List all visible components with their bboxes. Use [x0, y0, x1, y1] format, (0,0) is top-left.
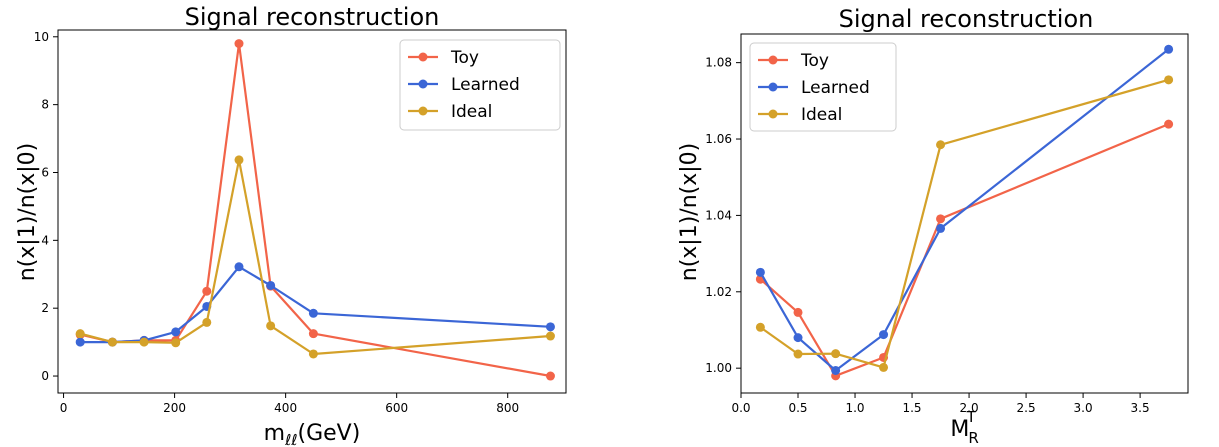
chart-left-series-ideal-line	[79, 158, 551, 356]
chart-left-series-learned-point	[308, 308, 318, 318]
chart-left-series-ideal-point	[266, 321, 276, 331]
chart-left-series-toy-point	[545, 371, 555, 381]
chart-left-series-ideal-point	[107, 337, 117, 347]
chart-right-legend-learned-label: Learned	[801, 78, 870, 98]
chart-left-x-tick-label: 600	[385, 401, 408, 415]
chart-right-series-ideal-line	[759, 78, 1169, 369]
chart-left-series-toy-point	[308, 329, 318, 339]
chart-left-series-ideal-point	[202, 317, 212, 327]
chart-left-y-tick-label: 6	[41, 165, 49, 179]
chart-right-legend-box	[749, 42, 897, 132]
chart-right-y-tick-label: 1.02	[705, 285, 732, 299]
chart-right-series-ideal-point	[1164, 75, 1174, 85]
chart-right-series-learned-line	[759, 48, 1170, 372]
chart-right-x-axis-label: MRT	[950, 408, 978, 447]
chart-left-title: Signal reconstruction	[185, 3, 440, 31]
chart-left-legend-learned-label: Learned	[451, 75, 520, 95]
chart-right-plot-frame	[740, 33, 1189, 394]
chart-left-legend-ideal-marker	[418, 106, 428, 116]
chart-right-series-ideal-point	[755, 322, 765, 332]
chart-left-x-tick-label: 800	[496, 401, 519, 415]
chart-right-x-ticks: 0.0 0.5 1.0 1.5 2.0 2.5 3.0 3.5	[731, 393, 1150, 415]
chart-left-series-ideal-point	[171, 338, 181, 348]
chart-left-y-tick-label: 10	[34, 30, 49, 44]
chart-left-series-learned-point	[171, 327, 181, 337]
chart-right-series-learned-point	[755, 267, 765, 277]
chart-right-y-axis-label: n(x|1)/n(x|0)	[677, 143, 702, 282]
chart-left-legend-toy-label: Toy	[450, 48, 479, 68]
chart-right-legend-toy-marker	[768, 55, 778, 65]
chart-left-legend: Toy Learned Ideal	[399, 39, 561, 131]
chart-left-series-ideal-point	[234, 155, 244, 165]
chart-left-x-ticks: 0 200 400 600 800	[60, 393, 519, 415]
chart-left-series-ideal-point	[308, 349, 318, 359]
chart-left-legend-box	[399, 39, 561, 131]
chart-right-series-toy-point	[936, 214, 946, 224]
chart-right-y-tick-label: 1.04	[705, 208, 732, 222]
chart-left-series-toy-point	[202, 286, 212, 296]
chart-right-x-tick-label: 3.5	[1131, 401, 1150, 415]
chart-left-series-ideal-point	[545, 331, 555, 341]
chart-left-y-tick-label: 4	[41, 233, 49, 247]
chart-left-x-tick-label: 400	[274, 401, 297, 415]
chart-right-series-toy-line	[759, 123, 1170, 377]
chart-right-x-tick-label: 3.0	[1074, 401, 1093, 415]
chart-left-x-tick-label: 0	[60, 401, 68, 415]
chart-right-series	[755, 44, 1174, 381]
chart-right-series-ideal-point	[793, 349, 803, 359]
chart-left-series-learned-point	[234, 262, 244, 272]
chart-left-legend-toy-marker	[418, 52, 428, 62]
chart-right-y-ticks: 1.00 1.02 1.04 1.06 1.08	[705, 56, 741, 375]
chart-left-y-tick-label: 2	[41, 301, 49, 315]
chart-left-x-tick-label: 200	[163, 401, 186, 415]
chart-left-series-ideal-point	[75, 329, 85, 339]
chart-right-series-learned-point	[793, 333, 803, 343]
chart-left-y-axis-label: n(x|1)/n(x|0)	[15, 143, 40, 282]
chart-right-x-tick-label: 2.5	[1017, 401, 1036, 415]
chart-right-y-tick-label: 1.08	[705, 56, 732, 70]
chart-right-x-tick-label: 1.5	[902, 401, 921, 415]
chart-left-y-tick-label: 8	[41, 98, 49, 112]
chart-left-series-learned-point	[75, 337, 85, 347]
chart-right-series-learned-point	[936, 223, 946, 233]
chart-right-x-tick-label: 2.0	[960, 401, 979, 415]
chart-right-x-tick-label: 0.5	[788, 401, 807, 415]
chart-right-series-toy-point	[1164, 119, 1174, 129]
chart-right-legend: Toy Learned Ideal	[749, 42, 897, 132]
chart-right-series-learned-point	[831, 365, 841, 375]
chart-right-series-toy-point	[793, 307, 803, 317]
chart-right-legend-ideal-marker	[768, 109, 778, 119]
chart-left-series	[75, 39, 555, 381]
chart-right-series-ideal-point	[831, 349, 841, 359]
chart-left-plot-frame	[57, 29, 567, 394]
chart-right-legend-ideal-label: Ideal	[801, 105, 842, 125]
chart-left-series-ideal-point	[139, 337, 149, 347]
chart-left-y-ticks: 0 2 4 6 8 10	[34, 30, 58, 383]
chart-left: Signal reconstruction 0 200 400 600 800 0 2 4 6…	[15, 3, 567, 447]
chart-right-title: Signal reconstruction	[839, 5, 1094, 33]
chart-right-y-tick-label: 1.06	[705, 132, 732, 146]
chart-right-x-tick-label: 0.0	[731, 401, 750, 415]
chart-right: Signal reconstruction 0.0 0.5 1.0 1.5 2.0 2.5…	[677, 5, 1189, 447]
chart-left-y-tick-label: 0	[41, 369, 49, 383]
chart-right-series-learned-point	[879, 330, 889, 340]
chart-left-legend-learned-marker	[418, 79, 428, 89]
chart-right-series-ideal-point	[936, 140, 946, 150]
chart-right-legend-toy-label: Toy	[800, 51, 829, 71]
chart-right-y-tick-label: 1.00	[705, 361, 732, 375]
chart-right-legend-learned-marker	[768, 82, 778, 92]
chart-right-series-ideal-point	[879, 362, 889, 372]
chart-left-series-toy-point	[234, 39, 244, 49]
chart-left-series-learned-point	[266, 280, 276, 290]
chart-left-legend-ideal-label: Ideal	[451, 102, 492, 122]
chart-right-x-tick-label: 1.0	[845, 401, 864, 415]
chart-left-x-axis-label: mℓℓ(GeV)	[264, 421, 361, 447]
chart-left-series-learned-point	[545, 322, 555, 332]
chart-right-series-learned-point	[1164, 44, 1174, 54]
